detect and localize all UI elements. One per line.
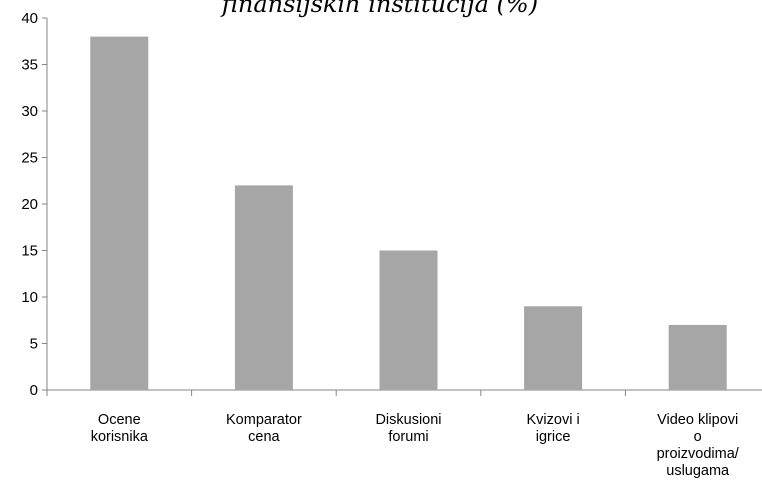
y-tick-label: 40 bbox=[21, 10, 38, 27]
x-tick-label: proizvodima/ bbox=[657, 446, 740, 462]
y-tick-label: 30 bbox=[21, 103, 38, 120]
x-tick-label: Komparator bbox=[226, 412, 302, 428]
x-tick-label: uslugama bbox=[666, 463, 730, 479]
bar bbox=[668, 324, 727, 390]
bar bbox=[524, 306, 583, 390]
x-tick-label: cena bbox=[248, 429, 280, 445]
y-tick-label: 5 bbox=[30, 336, 38, 353]
x-tick-label: Video klipovi bbox=[657, 412, 738, 428]
x-tick-label: Ocene bbox=[98, 412, 141, 428]
x-tick-label: igrice bbox=[536, 429, 571, 445]
y-tick-label: 25 bbox=[21, 150, 38, 167]
y-tick-label: 15 bbox=[21, 243, 38, 260]
y-tick-label: 20 bbox=[21, 196, 38, 213]
x-tick-label: forumi bbox=[388, 429, 428, 445]
bar bbox=[90, 36, 149, 390]
x-tick-label: o bbox=[694, 429, 702, 445]
bar bbox=[234, 185, 293, 390]
chart-title: finansijskih institucija (%) bbox=[220, 0, 538, 18]
x-tick-label: Kvizovi i bbox=[527, 412, 580, 428]
x-tick-label: Diskusioni bbox=[375, 412, 441, 428]
x-tick-label: korisnika bbox=[91, 429, 149, 445]
y-tick-label: 0 bbox=[30, 382, 38, 399]
bar bbox=[379, 250, 438, 390]
y-tick-label: 35 bbox=[21, 57, 38, 74]
y-tick-label: 10 bbox=[21, 289, 38, 306]
